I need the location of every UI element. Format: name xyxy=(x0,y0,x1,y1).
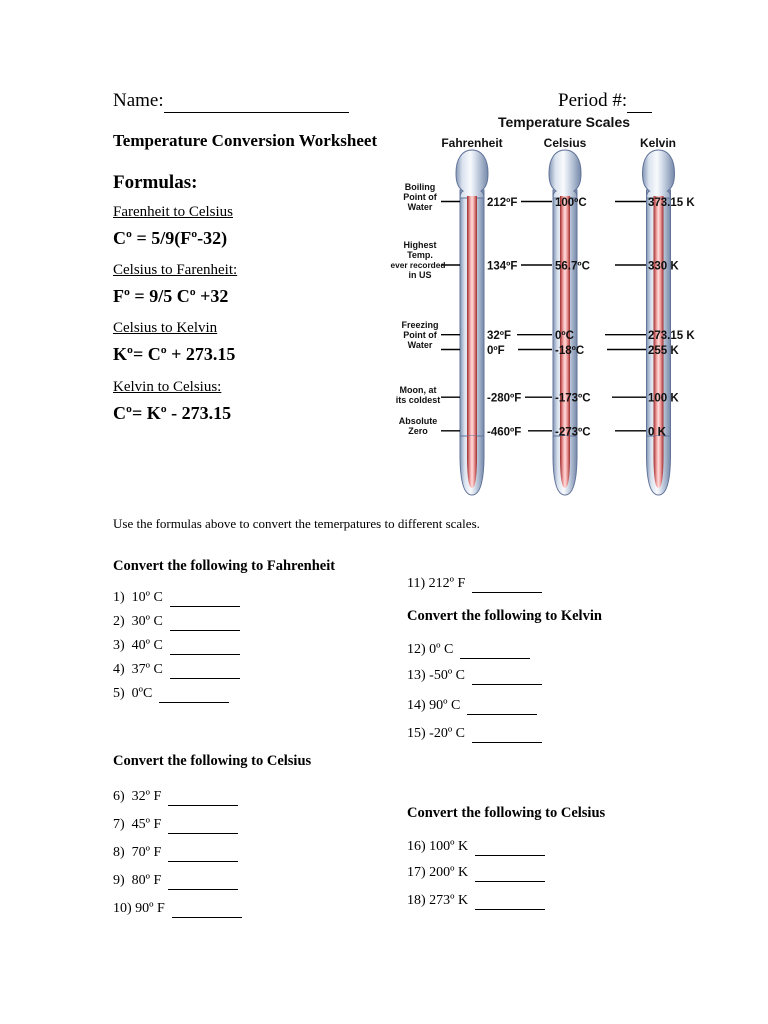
svg-text:Point of: Point of xyxy=(403,192,437,202)
svg-text:100ºC: 100ºC xyxy=(555,197,587,209)
svg-text:Highest: Highest xyxy=(403,240,436,250)
svg-text:32ºF: 32ºF xyxy=(487,330,511,342)
svg-text:Freezing: Freezing xyxy=(401,320,438,330)
svg-text:Celsius: Celsius xyxy=(544,136,587,150)
svg-text:-280ºF: -280ºF xyxy=(487,393,521,405)
svg-text:255 K: 255 K xyxy=(648,345,679,357)
svg-text:Absolute: Absolute xyxy=(399,416,438,426)
svg-text:in US: in US xyxy=(408,270,431,280)
svg-text:ever recorded: ever recorded xyxy=(391,260,446,270)
svg-text:Temp.: Temp. xyxy=(407,250,433,260)
svg-text:212ºF: 212ºF xyxy=(487,197,517,209)
svg-text:Moon, at: Moon, at xyxy=(400,385,437,395)
svg-text:its coldest: its coldest xyxy=(396,395,441,405)
svg-text:-173ºC: -173ºC xyxy=(555,393,591,405)
svg-text:Temperature Scales: Temperature Scales xyxy=(498,114,630,130)
svg-text:Zero: Zero xyxy=(408,426,428,436)
svg-text:56.7ºC: 56.7ºC xyxy=(555,261,590,273)
svg-text:Kelvin: Kelvin xyxy=(640,136,676,150)
svg-text:273.15 K: 273.15 K xyxy=(648,330,695,342)
svg-text:-460ºF: -460ºF xyxy=(487,426,521,438)
svg-text:-18ºC: -18ºC xyxy=(555,345,584,357)
svg-text:Fahrenheit: Fahrenheit xyxy=(441,136,502,150)
svg-text:100 K: 100 K xyxy=(648,393,679,405)
svg-text:-273ºC: -273ºC xyxy=(555,426,591,438)
svg-text:0 K: 0 K xyxy=(648,426,667,438)
svg-text:Water: Water xyxy=(408,202,433,212)
svg-text:0ºF: 0ºF xyxy=(487,345,505,357)
svg-text:Water: Water xyxy=(408,340,433,350)
svg-text:Boiling: Boiling xyxy=(405,182,436,192)
svg-text:330 K: 330 K xyxy=(648,261,679,273)
svg-text:373.15 K: 373.15 K xyxy=(648,197,695,209)
svg-text:0ºC: 0ºC xyxy=(555,330,574,342)
svg-text:Point of: Point of xyxy=(403,330,437,340)
svg-text:134ºF: 134ºF xyxy=(487,261,517,273)
